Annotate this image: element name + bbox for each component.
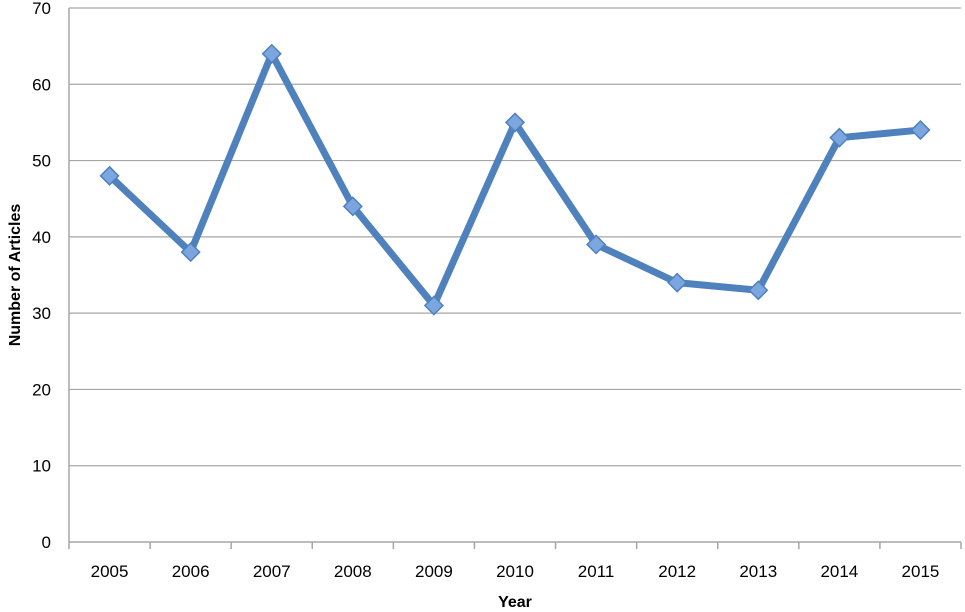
x-tick-label: 2006 <box>172 562 210 581</box>
axes <box>68 8 962 549</box>
x-tick-label: 2011 <box>578 562 615 581</box>
y-tick-label: 60 <box>32 75 51 94</box>
x-tick-label: 2008 <box>334 562 372 581</box>
x-tick-label: 2010 <box>496 562 534 581</box>
data-point-marker <box>667 272 688 293</box>
data-point-marker <box>910 119 931 141</box>
data-point-marker <box>342 196 363 217</box>
y-tick-label: 50 <box>32 152 51 171</box>
gridlines <box>69 7 961 467</box>
y-tick-label: 30 <box>32 304 51 323</box>
y-tick-labels: 0 10 20 30 40 50 60 70 <box>32 0 51 552</box>
y-tick-label: 10 <box>32 457 51 476</box>
data-point-marker <box>504 112 526 133</box>
x-tick-label: 2007 <box>253 562 291 581</box>
data-point-marker <box>261 43 282 64</box>
y-tick-label: 40 <box>32 228 51 247</box>
x-axis-title: Year <box>498 594 532 611</box>
data-point-marker <box>829 127 850 148</box>
data-point-marker <box>423 295 444 316</box>
data-point-marker <box>99 165 120 186</box>
y-tick-label: 0 <box>42 533 51 552</box>
x-tick-labels: 2005 2006 2007 2008 2009 2010 2011 2012 2013 2014… <box>91 562 940 581</box>
x-tick-label: 2005 <box>91 562 129 581</box>
y-tick-label: 20 <box>32 380 51 399</box>
series-line-group <box>106 50 924 310</box>
data-point-marker <box>180 242 201 263</box>
x-tick-label: 2009 <box>415 562 453 581</box>
x-tick-label: 2014 <box>820 562 858 581</box>
y-axis-title: Number of Articles <box>7 204 24 347</box>
x-tick-label: 2013 <box>739 562 777 581</box>
series-markers <box>99 43 931 316</box>
data-point-marker <box>586 234 607 255</box>
series-line <box>106 50 924 310</box>
y-tick-label: 70 <box>32 0 51 18</box>
data-point-marker <box>748 280 769 301</box>
x-tick-label: 2012 <box>658 562 696 581</box>
x-tick-label: 2015 <box>902 562 940 581</box>
